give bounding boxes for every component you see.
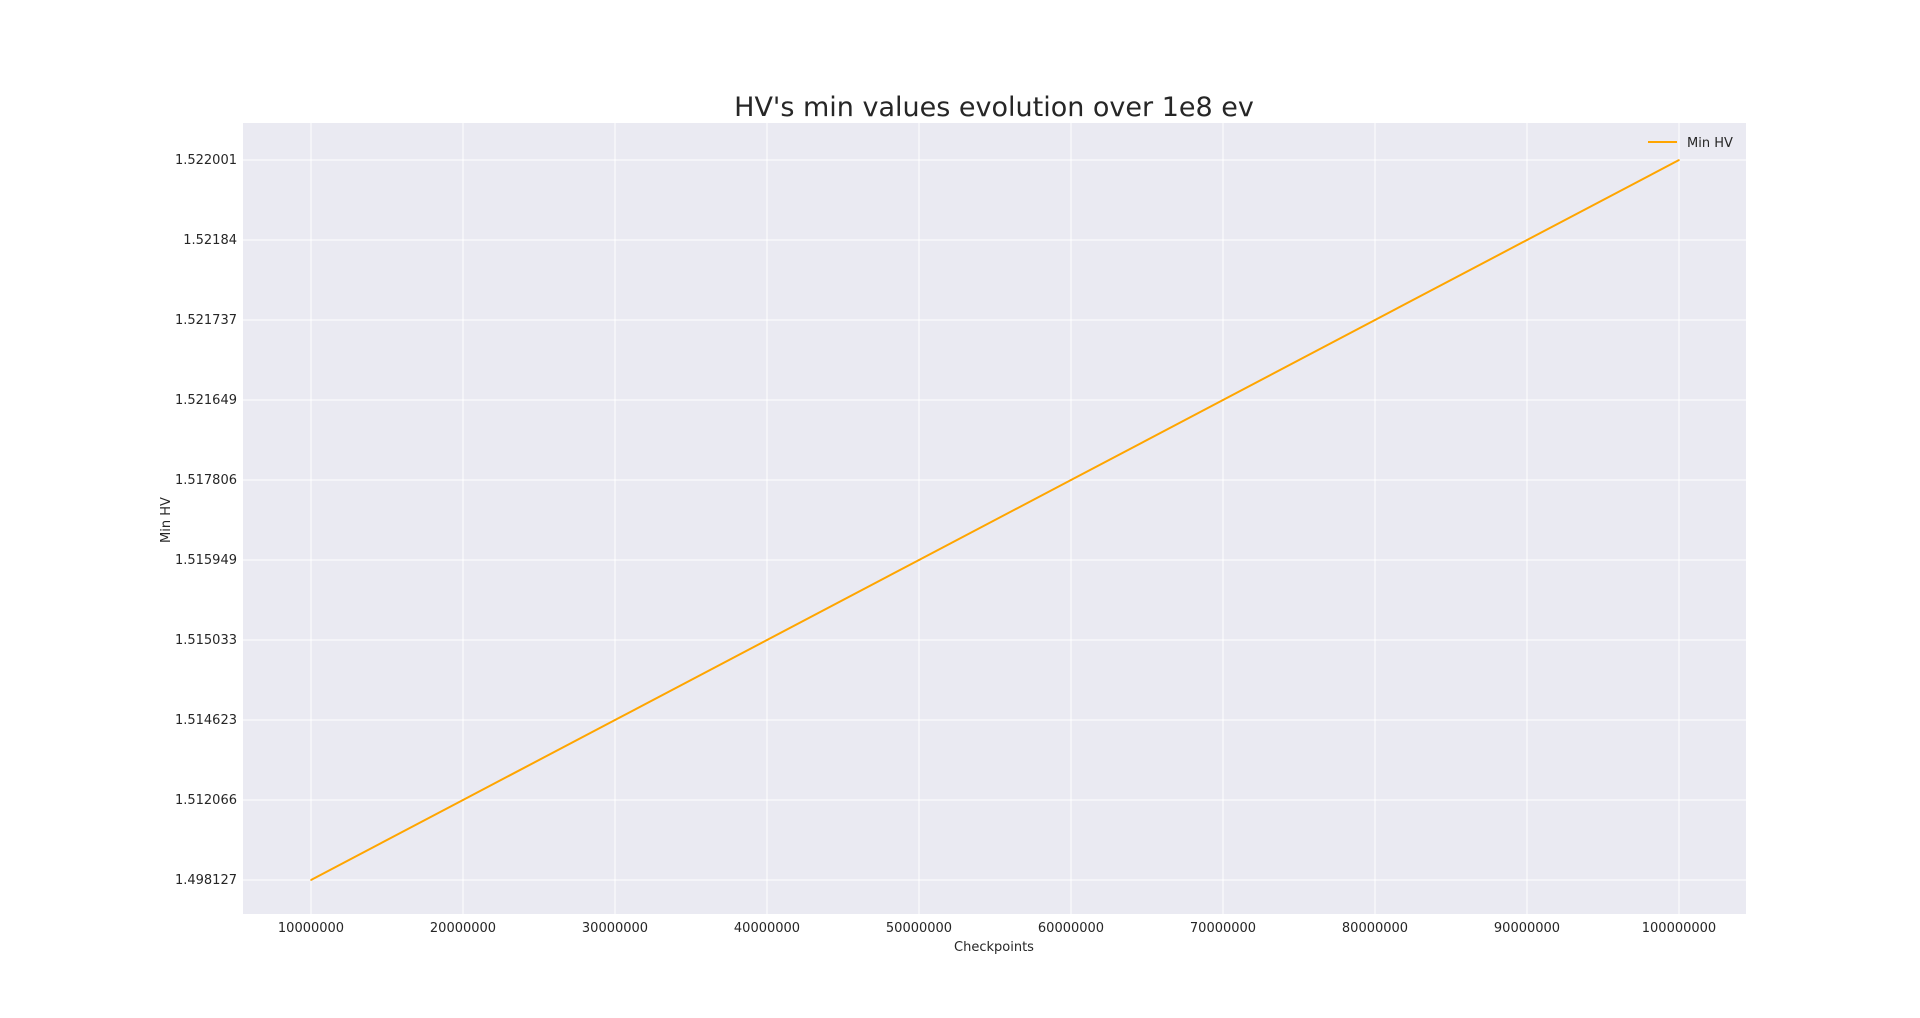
y-tick-label: 1.512066	[175, 793, 237, 808]
x-tick-label: 40000000	[734, 921, 800, 936]
y-tick-label: 1.521649	[175, 393, 237, 408]
data-point	[1222, 399, 1224, 401]
x-tick-label: 20000000	[430, 921, 496, 936]
x-axis-label: Checkpoints	[954, 940, 1034, 955]
x-tick-label: 90000000	[1494, 921, 1560, 936]
x-axis-ticks: 10000000 20000000 30000000 40000000 50000000…	[278, 921, 1716, 936]
y-axis-label: Min HV	[159, 497, 174, 543]
y-tick-label: 1.52184	[183, 233, 237, 248]
x-tick-label: 80000000	[1342, 921, 1408, 936]
data-point	[614, 719, 616, 721]
x-tick-label: 70000000	[1190, 921, 1256, 936]
data-point	[1374, 319, 1376, 321]
x-tick-label: 60000000	[1038, 921, 1104, 936]
y-tick-label: 1.498127	[175, 873, 237, 888]
x-tick-label: 10000000	[278, 921, 344, 936]
chart-title: HV's min values evolution over 1e8 ev	[734, 92, 1254, 123]
x-tick-label: 100000000	[1642, 921, 1716, 936]
y-tick-label: 1.515949	[175, 553, 237, 568]
y-tick-label: 1.514623	[175, 713, 237, 728]
legend-label: Min HV	[1687, 136, 1733, 151]
data-point	[918, 559, 920, 561]
line-layer	[310, 159, 1680, 881]
plot-background	[243, 123, 1746, 914]
data-point	[1526, 239, 1528, 241]
grid	[243, 123, 1746, 914]
legend: Min HV	[1648, 136, 1733, 151]
data-point	[310, 879, 312, 881]
data-point	[1070, 479, 1072, 481]
y-tick-label: 1.517806	[175, 473, 237, 488]
y-tick-label: 1.515033	[175, 633, 237, 648]
x-tick-label: 50000000	[886, 921, 952, 936]
y-tick-label: 1.522001	[175, 153, 237, 168]
y-axis-ticks: 1.498127 1.512066 1.514623 1.515033 1.515949…	[175, 153, 237, 888]
x-tick-label: 30000000	[582, 921, 648, 936]
series-line-min-hv	[310, 159, 1680, 881]
y-tick-label: 1.521737	[175, 313, 237, 328]
data-point	[766, 639, 768, 641]
data-point	[1678, 159, 1680, 161]
data-point	[462, 799, 464, 801]
